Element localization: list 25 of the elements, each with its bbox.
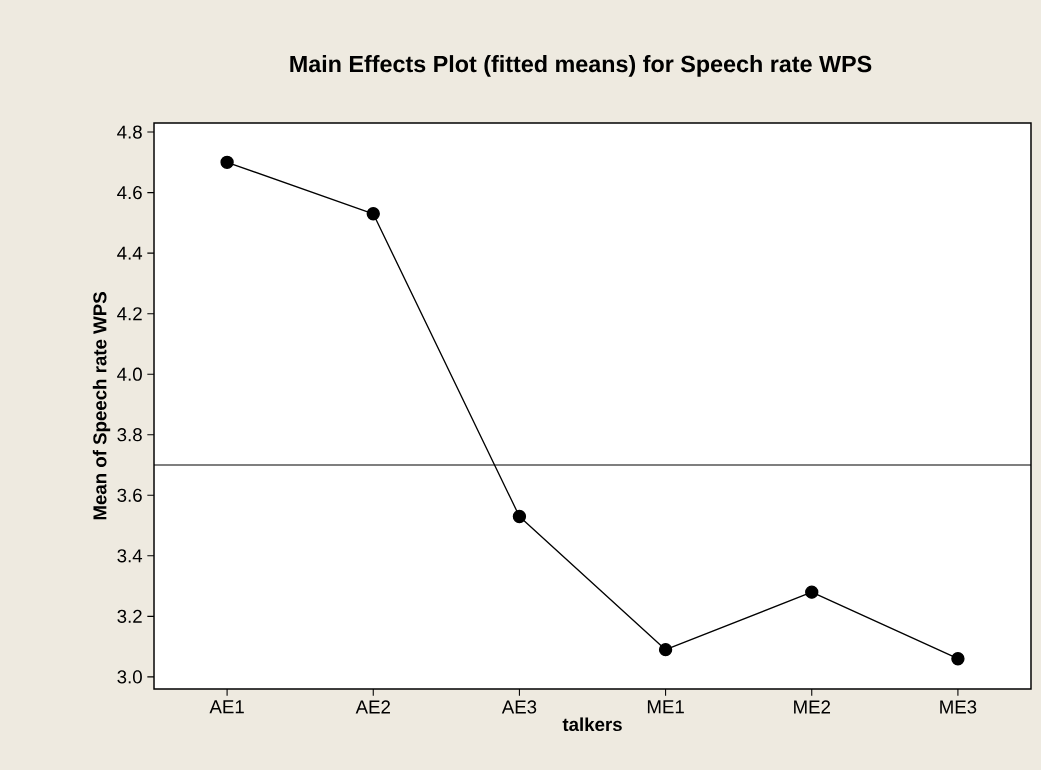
x-tick-label: AE1 [209,700,244,714]
x-tick-label: ME3 [940,700,977,714]
y-tick-label: 3.8 [117,428,142,442]
point [366,207,380,221]
y-tick-label: 4.4 [117,246,143,260]
point [951,652,965,666]
x-axis-title: talkers [562,717,622,732]
y-tick-label: 4.8 [117,125,142,139]
x-tick-label: AE3 [501,700,537,714]
y-tick-label: 4.6 [117,185,142,200]
point [512,509,527,524]
y-tick-label: 4.2 [117,307,142,321]
y-tick-label: 3.0 [117,670,142,684]
y-axis-title: Mean of Speech rate WPS [92,292,111,520]
point [805,585,819,599]
point [220,155,234,169]
x-tick-label: AE2 [355,700,390,714]
y-tick-label: 3.2 [117,609,142,623]
x-tick-label: ME1 [647,700,684,714]
y-tick-label: 4.0 [117,367,142,381]
point [658,642,673,657]
x-tick-label: ME2 [794,700,831,714]
chart-title: Main Effects Plot (fitted means) for Speech rate WPS [290,55,872,77]
y-tick-label: 3.4 [117,549,143,563]
y-tick-label: 3.6 [117,488,142,502]
